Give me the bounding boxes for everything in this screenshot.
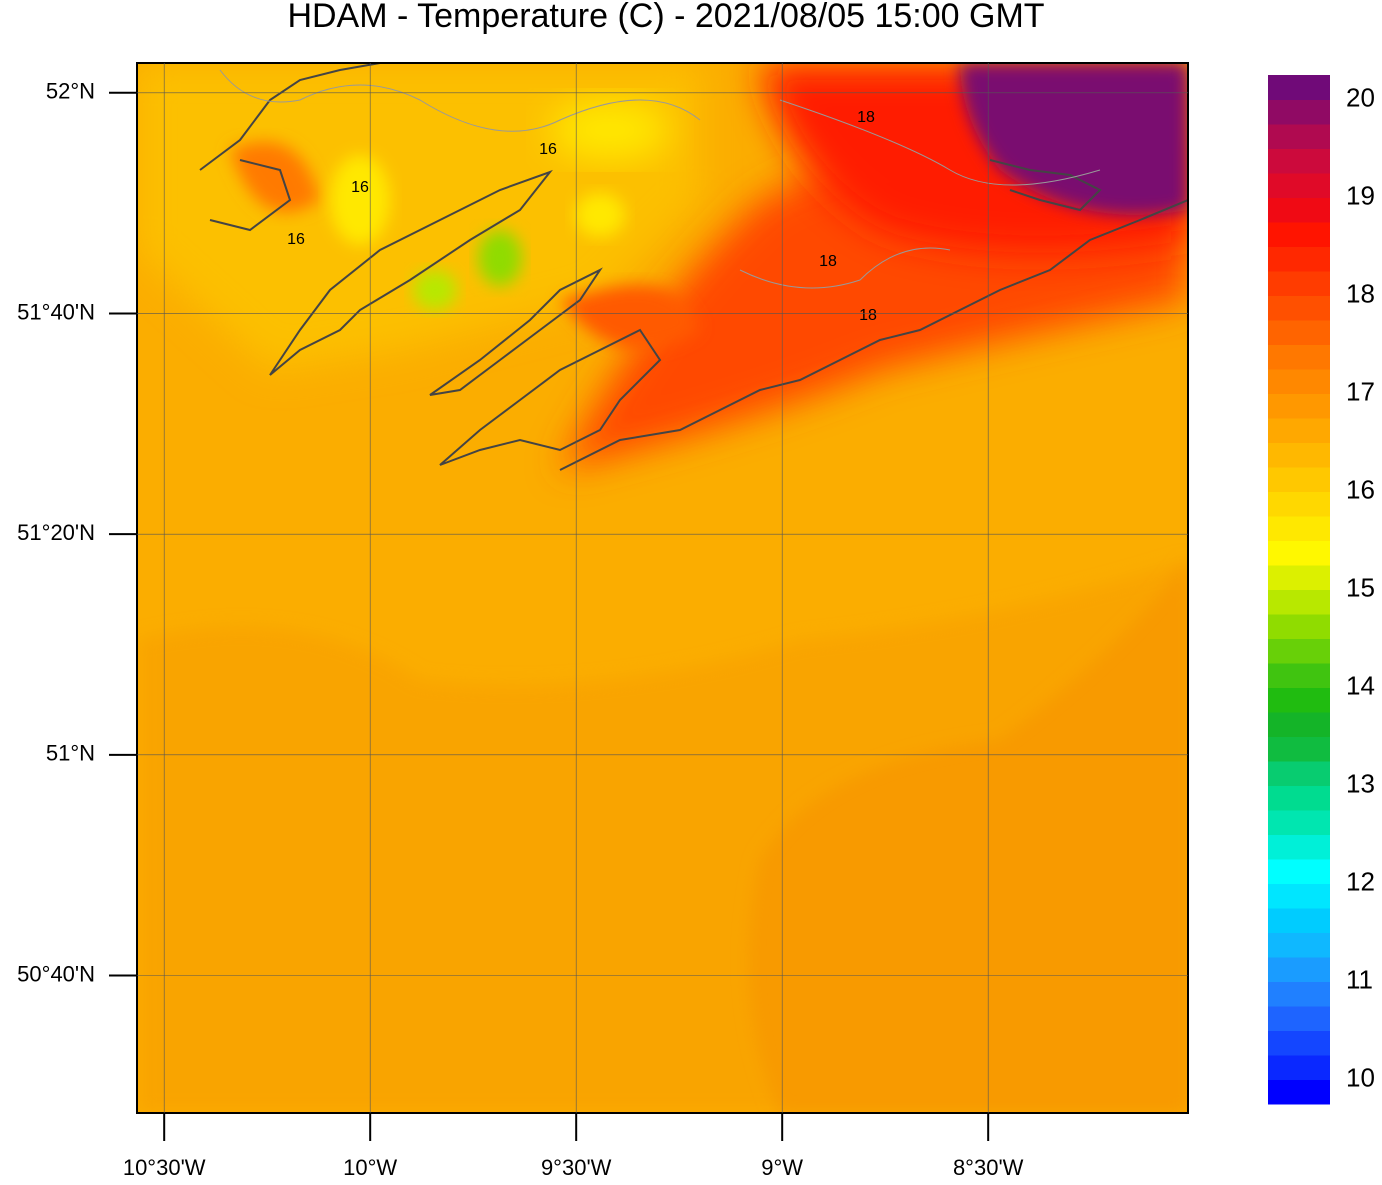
colorbar-swatch (1268, 932, 1330, 958)
colorbar-swatch (1268, 981, 1330, 1007)
colorbar-swatch (1268, 320, 1330, 345)
lon-tick-label: 10°30'W (123, 1155, 206, 1180)
temperature-field (137, 63, 1188, 1113)
colorbar-tick-label: 14 (1346, 670, 1375, 700)
contour-label: 18 (819, 253, 837, 270)
lat-tick-label: 51°N (46, 741, 95, 766)
colorbar-swatch (1268, 124, 1330, 149)
contour-label: 16 (287, 231, 305, 248)
colorbar-swatch (1268, 271, 1330, 296)
colorbar-swatch (1268, 1079, 1330, 1105)
colorbar-swatch (1268, 859, 1330, 884)
colorbar-swatch (1268, 638, 1330, 664)
colorbar-swatch (1268, 491, 1330, 517)
colorbar-tick-label: 13 (1346, 768, 1375, 798)
colorbar-swatch (1268, 295, 1330, 321)
lat-tick-label: 50°40'N (17, 961, 95, 986)
colorbar-tick-label: 16 (1346, 474, 1375, 504)
colorbar-swatch (1268, 908, 1330, 933)
colorbar-swatch (1268, 516, 1330, 541)
colorbar-swatch (1268, 540, 1330, 566)
colorbar-tick-label: 20 (1346, 82, 1375, 112)
colorbar-swatch (1268, 222, 1330, 247)
colorbar-swatch (1268, 663, 1330, 688)
colorbar-swatch (1268, 614, 1330, 639)
colorbar-swatch (1268, 957, 1330, 982)
colorbar-swatch (1268, 1055, 1330, 1080)
contour-label: 16 (539, 141, 557, 158)
colorbar-swatch (1268, 75, 1330, 100)
colorbar-swatch (1268, 173, 1330, 198)
lon-tick-label: 8°30'W (953, 1155, 1024, 1180)
colorbar-swatch (1268, 834, 1330, 860)
contour-label: 16 (351, 179, 369, 196)
colorbar-swatch (1268, 1006, 1330, 1031)
lat-tick-label: 52°N (46, 79, 95, 104)
colorbar-swatch (1268, 148, 1330, 174)
colorbar-swatch (1268, 761, 1330, 786)
title: HDAM - Temperature (C) - 2021/08/05 15:0… (287, 0, 1044, 35)
colorbar-swatch (1268, 712, 1330, 737)
colorbar-swatch (1268, 344, 1330, 370)
colorbar-swatch (1268, 393, 1330, 419)
colorbar-swatch (1268, 589, 1330, 615)
contour-lines (219, 69, 1101, 289)
colorbar-swatch (1268, 418, 1330, 443)
colorbar-swatch (1268, 246, 1330, 272)
colorbar-swatch (1268, 883, 1330, 909)
colorbar-swatch (1268, 99, 1330, 125)
contour-label: 18 (859, 307, 877, 324)
colorbar-swatch (1268, 467, 1330, 492)
lat-tick-label: 51°20'N (17, 520, 95, 545)
colorbar-tick-label: 15 (1346, 572, 1375, 602)
colorbar-tick-label: 19 (1346, 180, 1375, 210)
colorbar-swatch (1268, 1030, 1330, 1056)
lon-tick-label: 9°W (761, 1155, 803, 1180)
lon-tick-label: 10°W (343, 1155, 397, 1180)
contour-label: 18 (857, 109, 875, 126)
colorbar-tick-label: 12 (1346, 866, 1375, 896)
lon-tick-label: 9°30'W (541, 1155, 612, 1180)
map-frame (136, 62, 1189, 1114)
colorbar-tick-label: 17 (1346, 376, 1375, 406)
colorbar-swatch (1268, 736, 1330, 762)
colorbar-swatch (1268, 565, 1330, 590)
lat-tick-label: 51°40'N (17, 299, 95, 324)
colorbar-swatch (1268, 810, 1330, 835)
colorbar-tick-label: 10 (1346, 1062, 1375, 1092)
colorbar-swatch (1268, 687, 1330, 713)
colorbar-swatch (1268, 442, 1330, 468)
coastline (199, 63, 1188, 471)
colorbar-swatch (1268, 369, 1330, 394)
colorbar-tick-label: 11 (1346, 964, 1373, 994)
colorbar-tick-label: 18 (1346, 278, 1375, 308)
colorbar-swatch (1268, 785, 1330, 811)
colorbar-swatch (1268, 197, 1330, 223)
